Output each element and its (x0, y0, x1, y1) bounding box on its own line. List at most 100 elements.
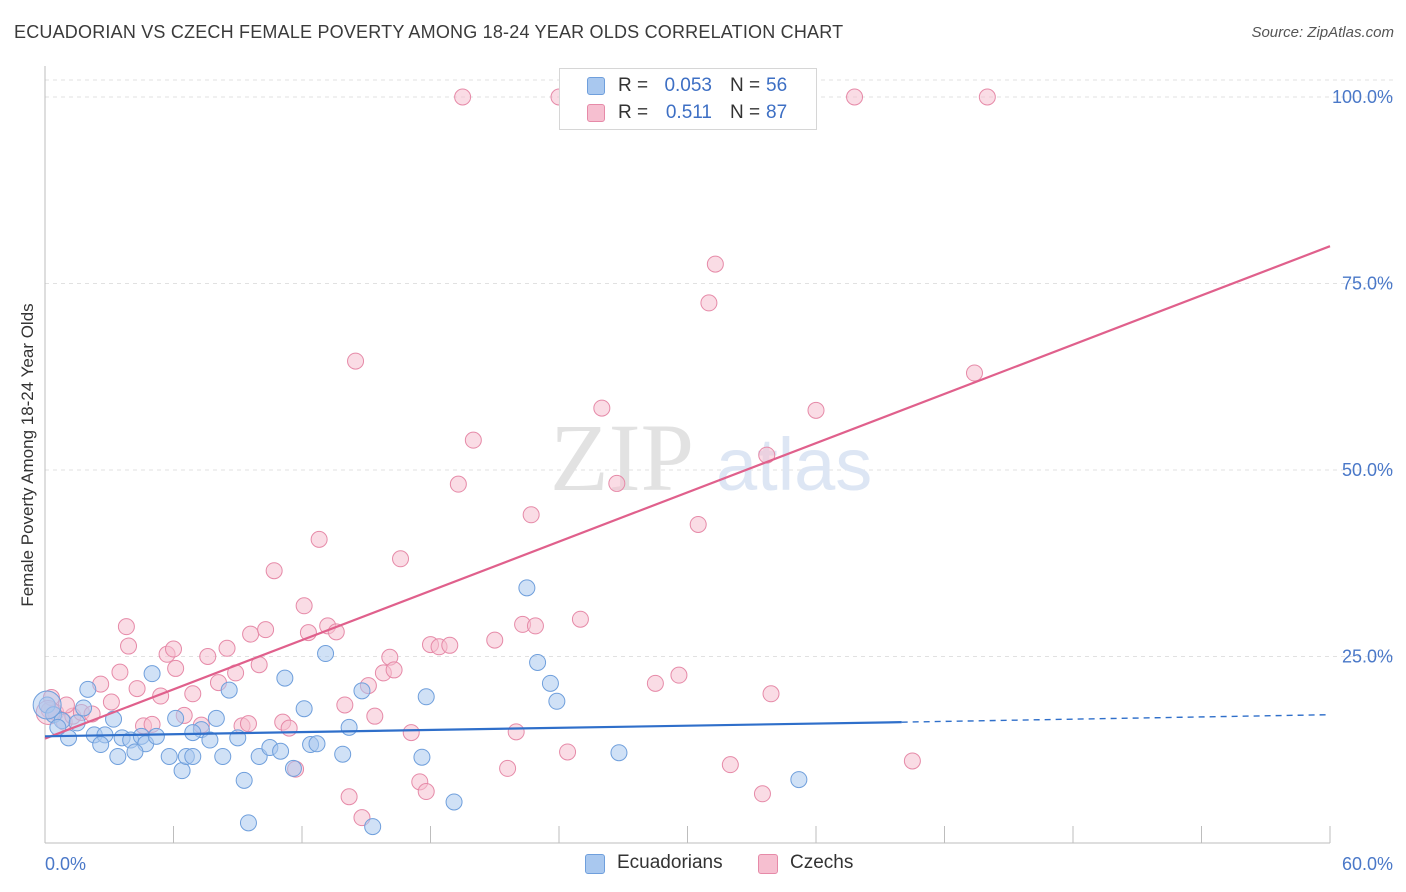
czech-point (102, 693, 120, 711)
source-label: Source: ZipAtlas.com (1251, 24, 1394, 41)
czech-point (689, 515, 707, 533)
chart-title: ECUADORIAN VS CZECH FEMALE POVERTY AMONG… (14, 22, 844, 42)
ecuadorian-point (126, 743, 144, 761)
czech-point (762, 685, 780, 703)
ecuadorian-point (79, 680, 97, 698)
czech-point (402, 724, 420, 742)
czech-point (392, 550, 410, 568)
czech-point (239, 715, 257, 733)
y-tick-label: 75.0% (1342, 274, 1393, 294)
ecuadorian-point (276, 669, 294, 687)
ecuadorian-point (220, 681, 238, 699)
czech-point (218, 639, 236, 657)
czech-point (417, 783, 435, 801)
ecuadorian-point (317, 645, 335, 663)
ecuadorian-point (147, 727, 165, 745)
czech-point (347, 352, 365, 370)
ecuadorian-point (353, 682, 371, 700)
watermark-atlas: atlas (716, 423, 872, 506)
czech-point (117, 618, 135, 636)
ecuadorian-point (413, 748, 431, 766)
czech-point (336, 696, 354, 714)
ecuadorian-point (364, 818, 382, 836)
ecuadorian-point (75, 699, 93, 717)
czech-point (753, 785, 771, 803)
ecuadorian-point (160, 747, 178, 765)
n-label: N = (730, 102, 761, 123)
ecuadorian-trend-line (44, 721, 902, 738)
ecuadorian-point (529, 653, 547, 671)
ecuadorian-point (548, 692, 566, 710)
ecuadorian-point (235, 771, 253, 789)
czech-point (366, 707, 384, 725)
legend-label-czechs: Czechs (790, 852, 854, 873)
ecuadorian-point (184, 724, 202, 742)
r-label: R = (618, 75, 649, 96)
x-tick-label: 60.0% (1342, 854, 1393, 874)
czech-point (310, 530, 328, 548)
n-value: 56 (766, 75, 788, 96)
czech-point (257, 621, 275, 639)
legend-swatch-ecuadorians (585, 854, 605, 874)
czech-point (120, 637, 138, 655)
legend-swatch-czechs (587, 104, 605, 122)
ecuadorian-point (295, 700, 313, 718)
legend-row-ecuadorians: R = 0.053 N = 56 (560, 75, 818, 99)
y-tick-label: 100.0% (1332, 87, 1393, 107)
czech-point (167, 659, 185, 677)
czech-point (593, 399, 611, 417)
ecuadorian-point (173, 762, 191, 780)
ecuadorian-point (207, 709, 225, 727)
czech-point (464, 431, 482, 449)
ecuadorian-point (308, 735, 326, 753)
czech-point (280, 719, 298, 737)
czech-point (670, 666, 688, 684)
czech-point (242, 625, 260, 643)
czech-point (807, 401, 825, 419)
ecuadorian-point (445, 793, 463, 811)
czech-point (965, 364, 983, 382)
ecuadorian-point (109, 747, 127, 765)
czech-point (507, 723, 525, 741)
ecuadorian-trend-extension (901, 713, 1331, 723)
czech-point (499, 759, 517, 777)
ecuadorian-point (167, 709, 185, 727)
n-value: 87 (766, 102, 788, 123)
czech-point (978, 88, 996, 106)
ecuadorian-point (284, 759, 302, 777)
czech-point (571, 610, 589, 628)
ecuadorian-point (201, 731, 219, 749)
czech-point (706, 255, 724, 273)
ecuadorian-point (417, 688, 435, 706)
ecuadorian-point (92, 736, 110, 754)
ecuadorian-point (334, 745, 352, 763)
grid-lines (45, 79, 1395, 657)
ecuadorian-point (610, 744, 628, 762)
tick-labels: 25.0% 50.0% 75.0% 100.0% 0.0% 60.0% (45, 87, 1393, 874)
czech-point (340, 788, 358, 806)
czech-point (903, 752, 921, 770)
czech-point (486, 631, 504, 649)
czech-point (559, 743, 577, 761)
czech-point (526, 617, 544, 635)
czech-point (184, 685, 202, 703)
czech-point (111, 663, 129, 681)
ecuadorian-point (214, 747, 232, 765)
ecuadorian-point (541, 674, 559, 692)
legend-swatch-ecuadorians (587, 77, 605, 95)
czech-point (265, 562, 283, 580)
ecuadorian-point (790, 771, 808, 789)
czech-point (608, 474, 626, 492)
ecuadorian-point (32, 690, 62, 720)
trend-lines (44, 245, 1331, 740)
czech-point (441, 636, 459, 654)
x-tick-label: 0.0% (45, 854, 86, 874)
r-value: 0.511 (665, 102, 712, 123)
ecuadorian-point (184, 747, 202, 765)
ecuadorian-point (272, 742, 290, 760)
ecuadorian-point (340, 718, 358, 736)
czech-trend-line (44, 245, 1331, 740)
axes (44, 66, 1331, 844)
czech-point (721, 756, 739, 774)
stats-legend: R = 0.053 N = 56 R = 0.511 N = 87 (559, 68, 817, 130)
